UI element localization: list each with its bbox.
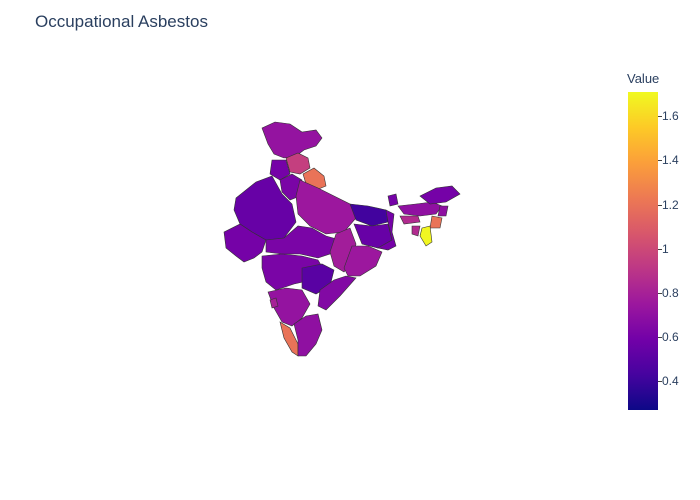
colorbar-tick-label: 0.8 — [662, 285, 679, 300]
region-assam[interactable]: Assam — [397, 201, 443, 217]
region-meghalaya[interactable]: Meghalaya — [399, 215, 421, 225]
region-gujarat[interactable]: Gujarat — [223, 223, 267, 263]
region-sikkim[interactable]: Sikkim — [387, 193, 399, 207]
region-arunachal-pradesh[interactable]: Arunachal Pradesh — [419, 185, 461, 205]
region-manipur[interactable]: Manipur — [429, 215, 443, 229]
colorbar-tick-mark — [658, 204, 662, 206]
region-bihar[interactable]: Bihar — [349, 203, 389, 227]
colorbar-tick-mark — [658, 381, 662, 383]
region-tripura[interactable]: Tripura — [411, 225, 421, 237]
colorbar-title: Value — [627, 71, 660, 86]
colorbar-tick-label: 1.6 — [662, 109, 679, 124]
colorbar-tick-label: 1 — [662, 241, 669, 256]
region-himachal-pradesh[interactable]: Himachal Pradesh — [285, 152, 311, 175]
colorbar-tick-mark — [658, 160, 662, 162]
colorbar-tick-mark — [658, 337, 662, 339]
colorbar-tick-label: 0.6 — [662, 330, 679, 345]
region-odisha[interactable]: Odisha — [343, 245, 383, 277]
region-punjab[interactable]: Punjab — [269, 159, 291, 181]
region-west-bengal[interactable]: West Bengal — [377, 209, 397, 251]
region-rajasthan[interactable]: Rajasthan — [233, 175, 297, 241]
region-tamil-nadu[interactable]: Tamil Nadu — [293, 313, 323, 357]
region-jammu-and-kashmir[interactable]: Jammu and Kashmir — [261, 121, 323, 159]
colorbar-tick-label: 1.4 — [662, 153, 679, 168]
map-title: Occupational Asbestos — [35, 12, 208, 31]
region-karnataka[interactable]: Karnataka — [267, 287, 311, 327]
colorbar-gradient — [628, 92, 658, 410]
colorbar-tick-label: 1.2 — [662, 197, 679, 212]
colorbar-tick-mark — [658, 116, 662, 118]
colorbar-tick-mark — [658, 292, 662, 294]
region-uttar-pradesh[interactable]: Uttar Pradesh — [295, 179, 357, 235]
region-mizoram[interactable]: Mizoram — [419, 225, 433, 247]
region-goa[interactable]: Goa — [269, 297, 279, 309]
colorbar-tick-mark — [658, 248, 662, 250]
colorbar-tick-label: 0.4 — [662, 374, 679, 389]
region-nagaland[interactable]: Nagaland — [437, 205, 449, 217]
region-andhra-pradesh[interactable]: Andhra Pradesh — [317, 275, 357, 311]
